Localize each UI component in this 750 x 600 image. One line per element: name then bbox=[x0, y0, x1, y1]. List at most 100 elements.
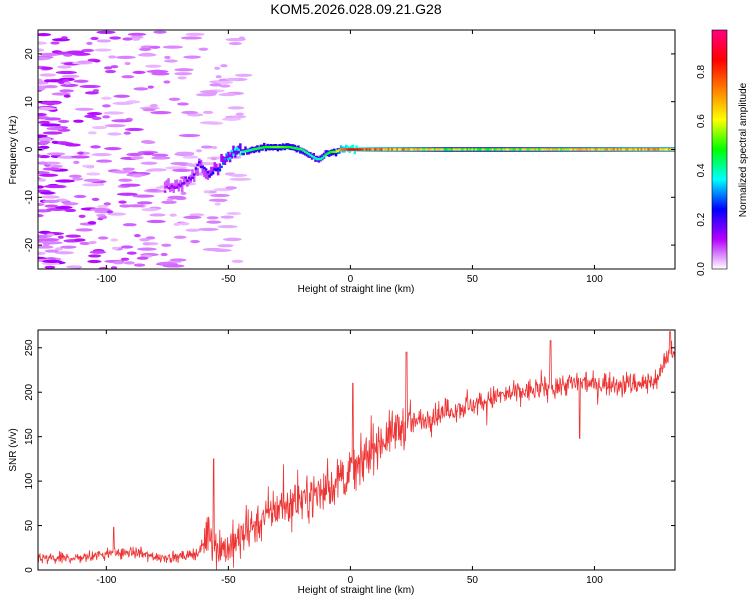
spectrogram-noise-cell bbox=[106, 210, 113, 214]
spectrogram-noise-cell bbox=[161, 243, 172, 247]
spectrogram-ridge-cell bbox=[233, 148, 237, 151]
spectrogram-ridge-cell bbox=[515, 148, 519, 151]
spectrogram-noise-cell bbox=[97, 205, 109, 209]
spectrogram-ridge-cell bbox=[225, 153, 228, 156]
spectrogram-noise-cell bbox=[42, 259, 63, 263]
spectrogram-ridge-cell bbox=[654, 148, 657, 151]
spectrogram-ridge-cell bbox=[652, 148, 656, 151]
spectrogram-noise-cell bbox=[185, 32, 205, 36]
spectrogram-x-tick-label: 50 bbox=[467, 274, 479, 285]
spectrogram-ridge-cell bbox=[413, 148, 416, 151]
spectrogram-ridge-cell bbox=[502, 148, 505, 151]
spectrogram-ridge-cell bbox=[251, 148, 254, 151]
spectrogram-ridge-cell bbox=[397, 148, 401, 151]
spectrogram-ridge-cell bbox=[539, 148, 543, 151]
spectrogram-noise-cell bbox=[38, 137, 52, 141]
spectrogram-noise-cell bbox=[79, 84, 101, 89]
spectrogram-noise-cell bbox=[133, 263, 146, 267]
spectrogram-ridge-cell bbox=[638, 148, 642, 151]
spectrogram-noise-cell bbox=[38, 154, 42, 158]
spectrogram-ridge-cell bbox=[315, 157, 319, 161]
spectrogram-noise-cell bbox=[110, 65, 119, 69]
spectrogram-noise-cell bbox=[57, 235, 64, 239]
spectrogram-ridge-cell bbox=[261, 146, 264, 149]
spectrogram-ridge-cell bbox=[268, 145, 271, 149]
spectrogram-noise-cell bbox=[96, 39, 111, 43]
spectrogram-ridge-cell bbox=[199, 165, 203, 169]
spectrogram-ridge-cell bbox=[218, 168, 222, 172]
spectrogram-ridge-cell bbox=[575, 148, 579, 151]
spectrogram-noise-cell bbox=[182, 155, 199, 159]
spectrogram-noise-cell bbox=[166, 198, 174, 202]
spectrogram-ridge-cell bbox=[560, 148, 563, 151]
spectrogram-ridge-halo bbox=[244, 146, 247, 153]
spectrogram-ridge-cell bbox=[567, 148, 570, 151]
spectrogram-noise-cell bbox=[104, 69, 117, 74]
spectrogram-noise-cell bbox=[211, 248, 232, 252]
spectrogram-noise-cell bbox=[225, 77, 239, 82]
spectrogram-ridge-cell bbox=[184, 176, 187, 179]
colorbar-tick-label: 0.8 bbox=[696, 64, 707, 78]
spectrogram-noise-cell bbox=[231, 259, 244, 263]
spectrogram-ridge-cell bbox=[278, 145, 281, 149]
spectrogram-noise-cell bbox=[235, 112, 244, 116]
spectrogram-ridge-cell bbox=[498, 148, 502, 151]
spectrogram-ridge-cell bbox=[293, 146, 297, 150]
spectrogram-ridge-cell bbox=[180, 182, 184, 185]
snr-y-tick-label: 200 bbox=[24, 383, 35, 400]
spectrogram-noise-cell bbox=[203, 190, 210, 194]
spectrogram-noise-cell bbox=[65, 143, 81, 147]
spectrogram-ridge-cell bbox=[194, 167, 198, 170]
snr-y-tick-label: 100 bbox=[24, 472, 35, 489]
spectrogram-ridge-cell bbox=[438, 148, 442, 151]
spectrogram-ridge-cell bbox=[433, 148, 437, 151]
spectrogram-noise-cell bbox=[59, 89, 74, 93]
spectrogram-noise-cell bbox=[86, 112, 103, 116]
spectrogram-y-tick-label: -20 bbox=[24, 237, 35, 252]
spectrogram-ridge-cell bbox=[432, 148, 435, 151]
spectrogram-ridge-cell bbox=[435, 148, 439, 151]
spectrogram-ridge-cell bbox=[517, 148, 521, 151]
spectrogram-ridge-cell bbox=[356, 148, 360, 151]
spectrogram-y-ticks: -20 -10 0 10 20 bbox=[24, 48, 675, 252]
spectrogram-ridge-halo bbox=[239, 143, 242, 152]
spectrogram-ridge-cell bbox=[165, 185, 169, 189]
spectrogram-noise-cell bbox=[100, 215, 108, 219]
spectrogram-ridge-cell bbox=[341, 148, 345, 151]
spectrogram-ridge-cell bbox=[522, 148, 526, 151]
spectrogram-noise-cell bbox=[126, 152, 143, 157]
snr-y-ticks: 0 50 100 150 200 250 bbox=[24, 339, 675, 573]
spectrogram-y-tick-label: -10 bbox=[24, 190, 35, 205]
spectrogram-noise-cell bbox=[164, 59, 178, 63]
spectrogram-ridge-cell bbox=[628, 148, 632, 151]
spectrogram-noise-cell bbox=[73, 238, 86, 242]
spectrogram-ridge-cell bbox=[591, 148, 594, 151]
spectrogram-noise-cell bbox=[71, 52, 91, 56]
spectrogram-noise-cell bbox=[88, 131, 97, 135]
spectrogram-noise-cell bbox=[147, 168, 167, 172]
spectrogram-ridge-cell bbox=[659, 148, 662, 151]
spectrogram-noise-cell bbox=[214, 202, 221, 206]
spectrogram-noise-cell bbox=[57, 80, 65, 84]
spectrogram-ridge-halo bbox=[184, 176, 187, 185]
spectrogram-ridge-cell bbox=[319, 157, 322, 161]
spectrogram-ridge-cell bbox=[242, 150, 245, 153]
spectrogram-ridge-cell bbox=[556, 148, 560, 151]
spectrogram-ridge-cell bbox=[548, 148, 551, 151]
spectrogram-ridge-cell bbox=[327, 151, 331, 155]
spectrogram-noise-cell bbox=[118, 200, 127, 204]
spectrogram-noise-cell bbox=[41, 241, 63, 245]
spectrogram-noise-cell bbox=[220, 215, 235, 219]
spectrogram-ridge-cell bbox=[343, 148, 346, 151]
spectrogram-ridge-cell bbox=[227, 157, 230, 161]
spectrogram-ridge-cell bbox=[625, 148, 628, 151]
spectrogram-ridge-halo bbox=[233, 149, 237, 158]
spectrogram-ridge-cell bbox=[372, 148, 375, 151]
spectrogram-noise-cell bbox=[211, 145, 218, 150]
spectrogram-ridge-cell bbox=[428, 148, 432, 151]
spectrogram-ridge-cell bbox=[380, 148, 384, 151]
snr-x-tick-label: -50 bbox=[221, 575, 236, 586]
spectrogram-noise-cell bbox=[177, 102, 189, 106]
spectrogram-ridge-cell bbox=[577, 148, 580, 151]
spectrogram-noise-cell bbox=[113, 261, 125, 265]
